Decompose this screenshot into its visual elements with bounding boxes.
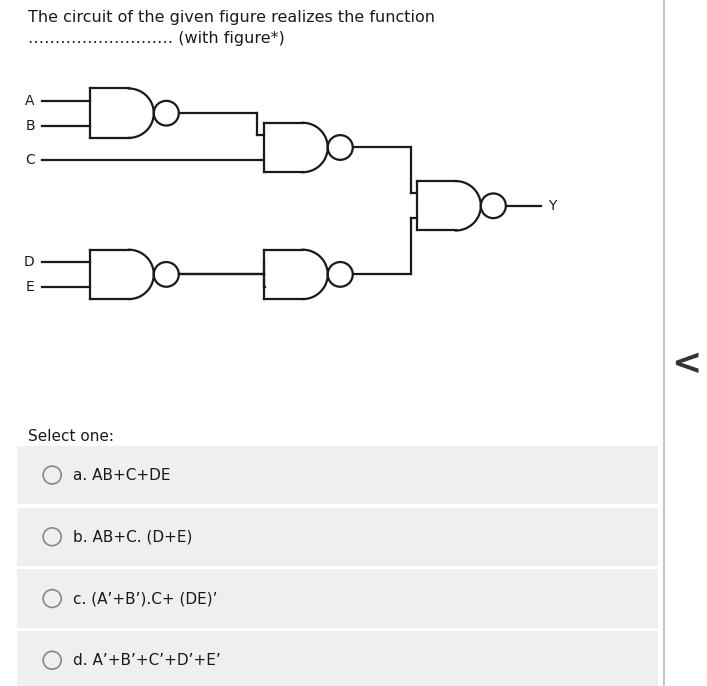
Text: B: B — [25, 119, 35, 132]
Text: Select one:: Select one: — [28, 429, 114, 444]
Text: c. (A’+B’).C+ (DE)’: c. (A’+B’).C+ (DE)’ — [73, 591, 218, 606]
Text: d. A’+B’+C’+D’+E’: d. A’+B’+C’+D’+E’ — [73, 653, 221, 667]
Text: <: < — [672, 346, 702, 381]
Text: b. AB+C. (D+E): b. AB+C. (D+E) — [73, 530, 192, 544]
FancyBboxPatch shape — [18, 446, 658, 504]
Text: The circuit of the given figure realizes the function: The circuit of the given figure realizes… — [28, 10, 435, 25]
Text: C: C — [25, 153, 35, 167]
FancyBboxPatch shape — [18, 631, 658, 686]
Text: D: D — [24, 255, 35, 269]
Text: ……………………… (with figure*): ……………………… (with figure*) — [28, 31, 285, 46]
FancyBboxPatch shape — [18, 508, 658, 566]
Text: a. AB+C+DE: a. AB+C+DE — [73, 468, 170, 482]
Text: A: A — [25, 94, 35, 108]
Text: Y: Y — [548, 199, 556, 213]
Text: E: E — [26, 280, 35, 294]
FancyBboxPatch shape — [18, 569, 658, 628]
